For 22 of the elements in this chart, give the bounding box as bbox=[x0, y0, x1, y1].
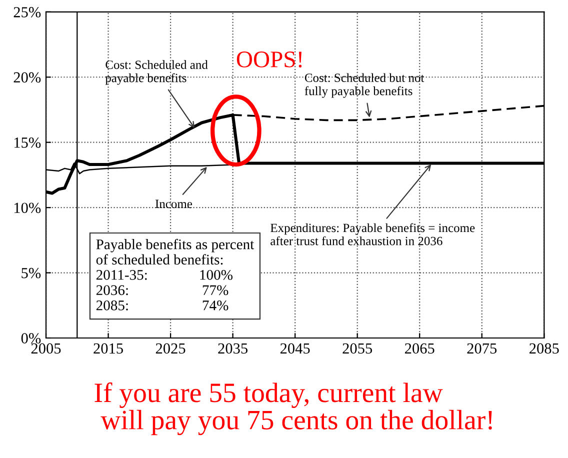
y-tick-label: 15% bbox=[14, 137, 41, 148]
annotation: OOPS! bbox=[236, 52, 302, 68]
y-tick-label: 25% bbox=[14, 7, 41, 18]
x-tick-label: 2015 bbox=[94, 343, 123, 354]
x-tick-label: 2065 bbox=[405, 343, 434, 354]
x-tick-label: 2045 bbox=[280, 343, 310, 354]
text: If you are 55 today, current law will pay you 75 cents on the dollar! bbox=[94, 382, 492, 436]
annotation: Expenditures: Payable benefits = income after trust fund exhaustion in 2036 bbox=[270, 223, 475, 246]
x-tick-label: 2025 bbox=[156, 343, 186, 354]
x-tick-label: 2085 bbox=[530, 343, 559, 354]
annotation: Cost: Scheduled but not fully payable benefits bbox=[304, 73, 424, 98]
y-tick-label: 5% bbox=[22, 268, 41, 278]
annotation: Income bbox=[155, 200, 192, 208]
annotation: Payable benefits as percent of scheduled benefits: 2011-35: 100% 2036: 77% 2085: 74% bbox=[96, 238, 254, 310]
x-tick-label: 2005 bbox=[31, 343, 61, 354]
x-tick-label: 2035 bbox=[218, 343, 248, 354]
x-tick-label: 2055 bbox=[342, 343, 372, 354]
x-tick-label: 2075 bbox=[467, 343, 497, 354]
y-tick-label: 0% bbox=[21, 333, 41, 344]
y-tick-label: 20% bbox=[14, 72, 41, 83]
y-tick-label: 10% bbox=[14, 202, 41, 214]
annotation: Cost: Scheduled and payable benefits bbox=[105, 60, 208, 85]
